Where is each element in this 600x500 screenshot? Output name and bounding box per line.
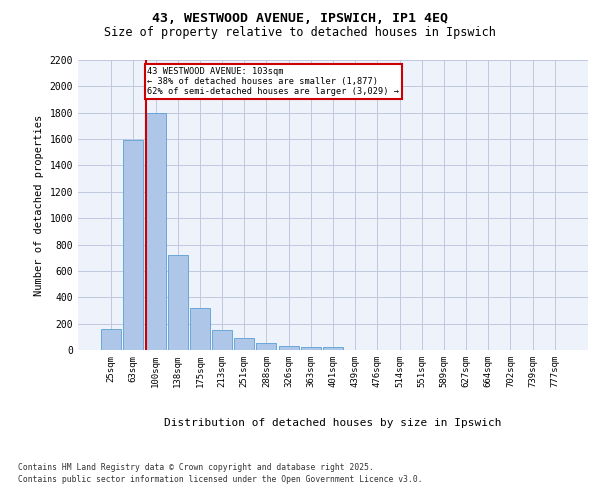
Text: Size of property relative to detached houses in Ipswich: Size of property relative to detached ho…: [104, 26, 496, 39]
Y-axis label: Number of detached properties: Number of detached properties: [34, 114, 44, 296]
Bar: [124, 140, 143, 350]
Bar: [323, 348, 343, 350]
Text: 43 WESTWOOD AVENUE: 103sqm
← 38% of detached houses are smaller (1,877)
62% of s: 43 WESTWOOD AVENUE: 103sqm ← 38% of deta…: [148, 66, 400, 96]
Bar: [190, 308, 210, 350]
Text: 43, WESTWOOD AVENUE, IPSWICH, IP1 4EQ: 43, WESTWOOD AVENUE, IPSWICH, IP1 4EQ: [152, 12, 448, 26]
Bar: [278, 346, 299, 350]
Text: Contains HM Land Registry data © Crown copyright and database right 2025.: Contains HM Land Registry data © Crown c…: [18, 464, 374, 472]
Text: Contains public sector information licensed under the Open Government Licence v3: Contains public sector information licen…: [18, 475, 422, 484]
Bar: [168, 255, 188, 350]
Bar: [146, 112, 166, 350]
Bar: [234, 338, 254, 350]
Text: Distribution of detached houses by size in Ipswich: Distribution of detached houses by size …: [164, 418, 502, 428]
Bar: [212, 330, 232, 350]
Bar: [256, 344, 277, 350]
Bar: [101, 329, 121, 350]
Bar: [301, 348, 321, 350]
